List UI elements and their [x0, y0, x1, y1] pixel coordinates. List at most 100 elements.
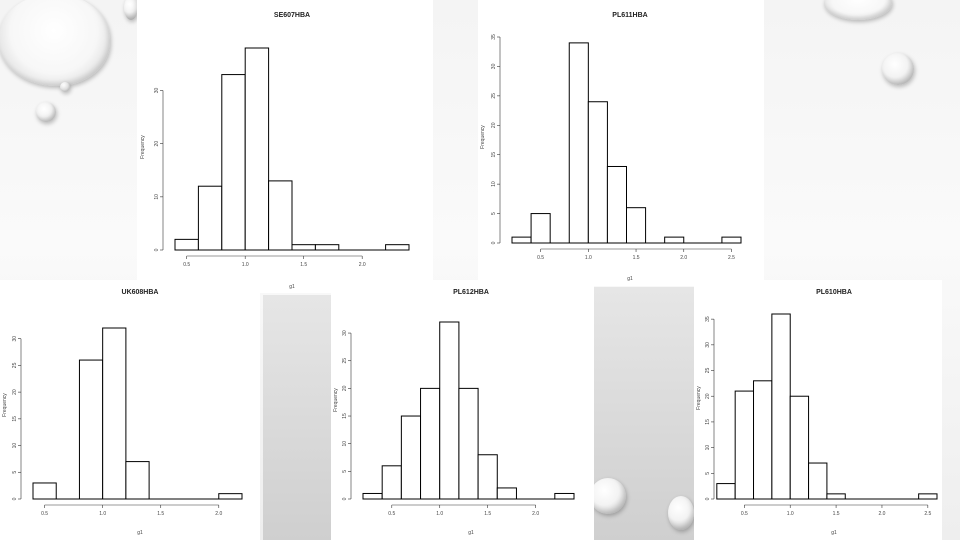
histogram-bar [568, 42, 589, 244]
water-drop-bottom-1 [590, 478, 626, 514]
y-tick-label: 10 [705, 445, 711, 451]
y-tick-label: 5 [491, 212, 497, 215]
x-tick-label: 2.0 [878, 511, 885, 517]
histogram-panel-uk608hba: UK608HBA Frequency g1 0.5 1.0 1.5 2.0 0 5 10 15… [0, 280, 260, 540]
histogram-bar [221, 74, 246, 251]
y-tick-label: 0 [342, 497, 348, 500]
y-axis-label: Frequency [2, 393, 8, 417]
x-tick-label: 1.0 [787, 511, 794, 517]
x-axis-label: g1 [137, 530, 143, 536]
y-tick-label: 25 [491, 93, 497, 99]
y-tick-label: 0 [12, 497, 18, 500]
y-tick-label: 30 [154, 88, 160, 94]
chart-title: PL612HBA [453, 289, 489, 296]
x-tick-label: 0.5 [41, 511, 48, 517]
histogram-bar [771, 313, 791, 500]
chart-title: UK608HBA [122, 289, 159, 296]
y-axis-label: Frequency [696, 386, 702, 410]
y-tick-label: 20 [342, 385, 348, 391]
histogram-bars [174, 47, 410, 251]
histogram-bar [314, 244, 340, 251]
histogram-bar [174, 238, 199, 251]
x-tick-label: 2.0 [532, 511, 539, 517]
histogram-bar [381, 465, 402, 500]
histogram-bar [268, 180, 293, 251]
x-tick-label: 2.0 [680, 255, 687, 261]
histogram-bar [606, 165, 628, 244]
histogram-panel-pl610hba: PL610HBA Frequency g1 0.5 1.0 1.5 2.0 2.5 0 5 1… [694, 280, 942, 540]
histogram-bar [753, 380, 773, 500]
histogram-bar [789, 395, 810, 500]
y-tick-label: 5 [342, 470, 348, 473]
chart-title: PL610HBA [816, 289, 852, 296]
y-tick-label: 25 [705, 368, 711, 374]
y-tick-label: 20 [705, 393, 711, 399]
histogram-bar [716, 483, 736, 500]
axis-ticks: 0.5 1.0 1.5 2.0 0 5 10 15 20 25 30 [12, 336, 222, 517]
y-tick-label: 15 [491, 152, 497, 158]
x-axis-label: g1 [831, 530, 837, 536]
histogram-bar [530, 213, 551, 244]
y-tick-label: 15 [12, 416, 18, 422]
histogram-bar [32, 482, 57, 500]
chart-title: SE607HBA [274, 12, 310, 19]
histogram-bar [734, 390, 755, 500]
histogram-bar [385, 244, 410, 251]
y-tick-label: 15 [705, 419, 711, 425]
histogram-bars [32, 327, 243, 500]
histogram-bar [218, 493, 243, 500]
x-axis-label: g1 [468, 530, 474, 536]
x-tick-label: 1.0 [99, 511, 106, 517]
decorative-panel-left [263, 295, 331, 540]
chart-title: PL611HBA [612, 12, 647, 19]
water-drop-bottom-2 [668, 496, 694, 530]
y-tick-label: 0 [705, 497, 711, 500]
water-drop-right [882, 53, 914, 85]
histogram-panel-se607hba: SE607HBA Frequency g1 0.5 1.0 1.5 2.0 0 10 20 3… [137, 0, 433, 293]
x-axis-label: g1 [289, 284, 295, 290]
histogram-bar [362, 492, 383, 500]
water-drop-top-left [124, 0, 138, 20]
y-axis-label: Frequency [480, 125, 486, 149]
histogram-bar [808, 462, 828, 500]
axis-ticks: 0.5 1.0 1.5 2.0 0 10 20 30 [154, 88, 366, 268]
histogram-bar [721, 236, 742, 244]
histogram-bar [511, 236, 532, 244]
y-tick-label: 30 [491, 63, 497, 69]
histogram-bar [554, 492, 575, 500]
y-tick-label: 25 [12, 362, 18, 368]
y-tick-label: 10 [491, 181, 497, 187]
histogram-bar [420, 387, 441, 500]
histogram-bar [291, 244, 316, 251]
y-tick-label: 10 [342, 441, 348, 447]
water-drop-tiny [60, 82, 70, 92]
x-tick-label: 2.5 [728, 255, 735, 261]
x-tick-label: 1.0 [242, 262, 249, 268]
histogram-bar [626, 207, 647, 244]
x-tick-label: 1.5 [300, 262, 307, 268]
histogram-bar [197, 185, 223, 251]
y-tick-label: 15 [342, 413, 348, 419]
y-tick-label: 10 [12, 443, 18, 449]
histogram-bar [664, 236, 685, 244]
y-tick-label: 20 [491, 122, 497, 128]
x-tick-label: 0.5 [183, 262, 190, 268]
water-drop-small [36, 102, 56, 122]
y-axis-label: Frequency [140, 135, 146, 159]
histogram-bars [362, 321, 575, 500]
histogram-bar [496, 487, 517, 500]
y-tick-label: 30 [705, 342, 711, 348]
histogram-bar [587, 101, 608, 244]
x-tick-label: 1.5 [633, 255, 640, 261]
histogram-panel-pl611hba: PL611HBA Frequency g1 0.5 1.0 1.5 2.0 2.5 0 5 1… [478, 0, 764, 286]
x-tick-label: 2.5 [924, 511, 931, 517]
histogram-bars [716, 313, 938, 500]
water-drop-large [0, 0, 110, 86]
y-tick-label: 35 [491, 34, 497, 40]
histogram-bar [458, 387, 479, 500]
y-tick-label: 10 [154, 194, 160, 200]
water-drop-top-right [824, 0, 892, 20]
y-tick-label: 5 [12, 471, 18, 474]
y-tick-label: 35 [705, 316, 711, 322]
